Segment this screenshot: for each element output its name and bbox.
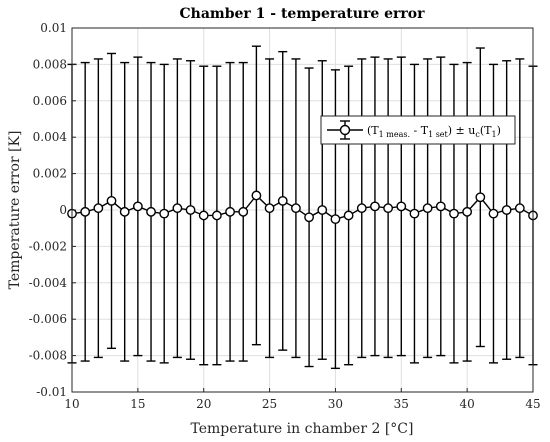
data-point — [449, 208, 459, 219]
data-point — [514, 203, 525, 214]
x-tick-label: 10 — [64, 397, 79, 411]
legend-prefix: (T — [367, 124, 379, 137]
data-point — [198, 210, 209, 221]
data-point — [317, 205, 328, 215]
y-tick-label: 0.002 — [33, 167, 67, 181]
markers — [67, 190, 538, 225]
legend-label: (T1 meas. - T1 set) ± uc(T1) — [367, 124, 501, 139]
data-point — [343, 210, 354, 221]
y-tick-label: -0.004 — [29, 276, 68, 290]
y-tick-label: -0.002 — [29, 239, 67, 253]
data-point — [330, 214, 341, 225]
x-tick-label: 45 — [525, 397, 540, 411]
data-point — [277, 195, 288, 206]
legend-sub-meas: 1 meas. — [379, 130, 410, 139]
data-point — [291, 203, 301, 214]
data-point — [304, 212, 314, 223]
y-tick-label: -0.008 — [29, 349, 67, 363]
y-axis-label: Temperature error [K] — [7, 131, 23, 290]
x-tick-label: 20 — [196, 397, 211, 411]
legend-mid: - T — [410, 124, 429, 137]
y-tick-label: 0.006 — [33, 94, 67, 108]
y-tick-label: 0.01 — [40, 21, 67, 35]
legend-sub-set: 1 set — [428, 130, 448, 139]
data-point — [119, 206, 130, 217]
y-tick-label: 0.008 — [33, 57, 67, 71]
x-tick-label: 35 — [394, 397, 409, 411]
data-point — [370, 201, 380, 212]
data-point — [396, 201, 407, 212]
data-point — [238, 206, 249, 217]
data-point — [422, 203, 433, 214]
legend: (T1 meas. - T1 set) ± uc(T1) — [320, 115, 516, 145]
y-tick-label: -0.01 — [36, 385, 67, 399]
data-point — [435, 201, 446, 212]
data-point — [80, 206, 91, 217]
y-tick-label: 0 — [59, 203, 67, 217]
legend-sub-1: 1 — [491, 130, 496, 139]
x-axis-ticks: 10 15 20 25 30 35 40 45 — [64, 388, 541, 411]
x-tick-label: 40 — [460, 397, 475, 411]
x-tick-label: 30 — [328, 397, 343, 411]
data-point — [172, 203, 183, 214]
data-point — [146, 206, 156, 217]
error-bars — [67, 45, 538, 370]
data-point — [383, 203, 394, 214]
data-point — [264, 203, 275, 214]
x-tick-label: 15 — [130, 397, 145, 411]
data-point — [462, 206, 473, 217]
data-point — [159, 208, 170, 219]
data-point — [475, 192, 486, 203]
data-point — [93, 203, 104, 214]
data-point — [251, 190, 262, 201]
legend-close: ) — [497, 124, 501, 137]
data-point — [409, 208, 420, 219]
legend-marker — [339, 124, 351, 136]
data-point — [132, 201, 143, 212]
legend-box — [320, 115, 516, 145]
x-axis-label: Temperature in chamber 2 [°C] — [191, 421, 414, 437]
legend-pm: ) ± u — [448, 124, 476, 137]
data-point — [185, 205, 196, 215]
x-tick-label: 25 — [262, 397, 277, 411]
chart-title: Chamber 1 - temperature error — [180, 6, 426, 22]
data-point — [106, 195, 117, 206]
data-point — [225, 206, 235, 217]
data-point — [488, 208, 499, 219]
data-point — [356, 203, 367, 214]
legend-sub-c: c — [475, 130, 480, 139]
legend-paren: (T — [480, 124, 492, 137]
y-tick-label: -0.006 — [29, 312, 67, 326]
y-tick-label: 0.004 — [33, 130, 68, 144]
data-point — [501, 205, 512, 215]
y-axis-ticks: -0.01 -0.008 -0.006 -0.004 -0.002 0 0.002 0.004… — [29, 21, 76, 399]
data-point — [211, 210, 222, 221]
